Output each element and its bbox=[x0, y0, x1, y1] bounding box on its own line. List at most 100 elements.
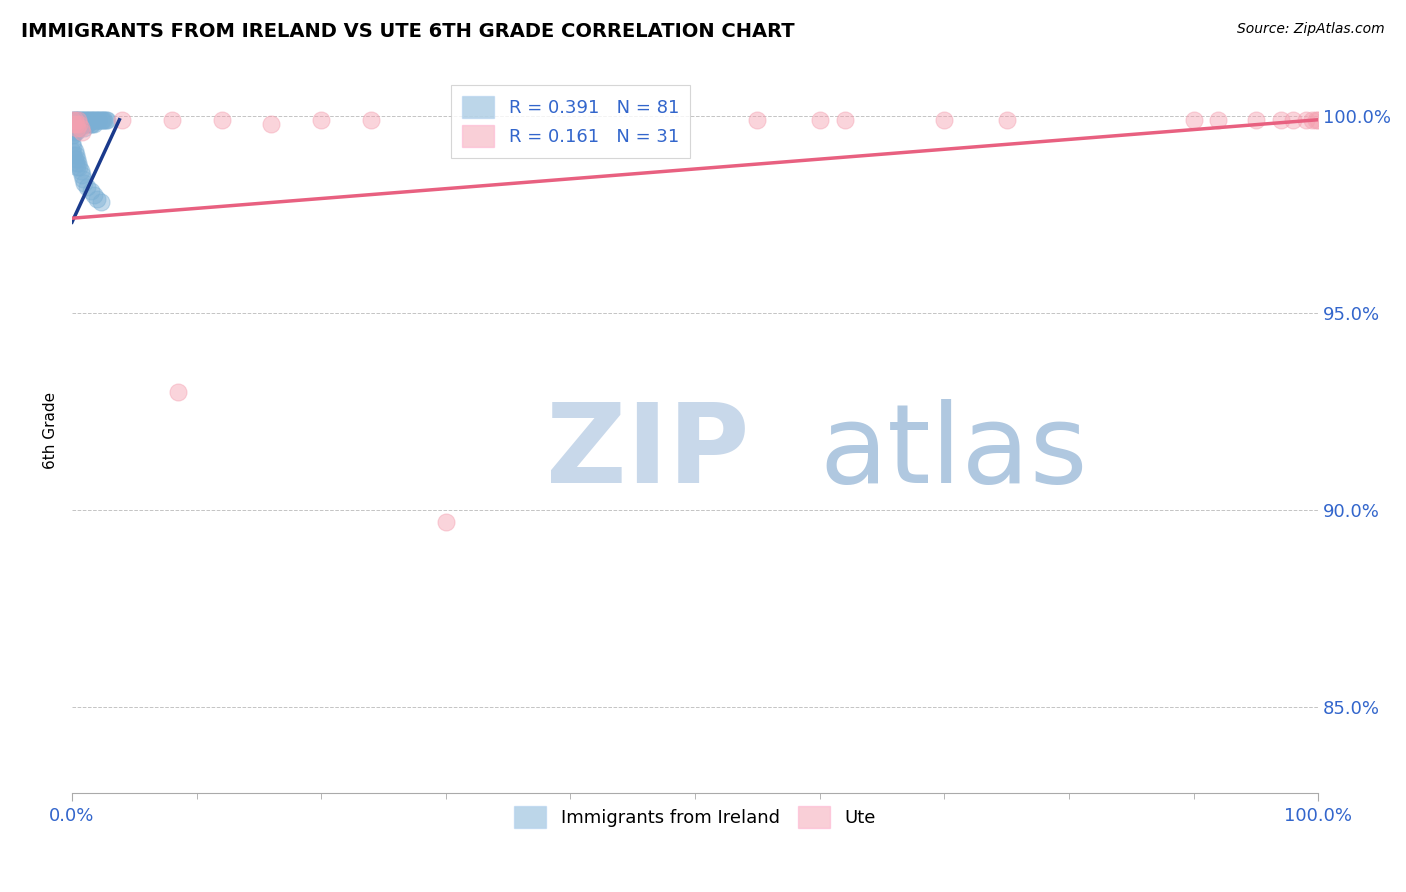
Point bbox=[67, 117, 90, 131]
Point bbox=[62, 124, 84, 138]
Point bbox=[62, 140, 84, 154]
Point bbox=[73, 120, 96, 135]
Point bbox=[86, 112, 108, 127]
Point bbox=[69, 112, 91, 127]
Point bbox=[80, 112, 103, 127]
Point bbox=[80, 117, 103, 131]
Point bbox=[63, 117, 86, 131]
Text: ZIP: ZIP bbox=[546, 400, 749, 506]
Point bbox=[211, 112, 233, 127]
Point bbox=[73, 117, 96, 131]
Point bbox=[995, 112, 1018, 127]
Point bbox=[76, 112, 98, 127]
Point bbox=[63, 112, 86, 127]
Point bbox=[63, 112, 86, 127]
Point bbox=[1270, 112, 1292, 127]
Point bbox=[83, 112, 105, 127]
Point bbox=[73, 112, 96, 127]
Point bbox=[309, 112, 332, 127]
Point bbox=[62, 148, 84, 162]
Point bbox=[67, 120, 90, 135]
Point bbox=[69, 117, 91, 131]
Point bbox=[60, 117, 83, 131]
Point bbox=[834, 112, 856, 127]
Point bbox=[66, 152, 89, 166]
Point bbox=[77, 112, 100, 127]
Point bbox=[91, 112, 114, 127]
Point bbox=[1208, 112, 1230, 127]
Point bbox=[70, 117, 93, 131]
Point bbox=[167, 384, 190, 399]
Point bbox=[69, 117, 91, 131]
Point bbox=[1282, 112, 1305, 127]
Point bbox=[69, 120, 91, 135]
Point bbox=[96, 112, 118, 127]
Point bbox=[86, 192, 108, 206]
Point bbox=[934, 112, 956, 127]
Point bbox=[65, 124, 87, 138]
Point bbox=[76, 179, 98, 194]
Point bbox=[89, 112, 111, 127]
Point bbox=[75, 117, 97, 131]
Point bbox=[65, 120, 87, 135]
Text: atlas: atlas bbox=[820, 400, 1088, 506]
Point bbox=[1308, 112, 1330, 127]
Point bbox=[63, 124, 86, 138]
Point bbox=[62, 112, 84, 127]
Point bbox=[93, 112, 115, 127]
Point bbox=[90, 112, 112, 127]
Point bbox=[66, 117, 89, 131]
Point bbox=[77, 117, 100, 131]
Point bbox=[70, 124, 93, 138]
Point bbox=[94, 112, 117, 127]
Point bbox=[62, 128, 84, 143]
Point bbox=[80, 112, 103, 127]
Point bbox=[65, 117, 87, 131]
Point bbox=[60, 112, 83, 127]
Point bbox=[69, 164, 91, 178]
Point bbox=[62, 117, 84, 131]
Point bbox=[111, 112, 134, 127]
Point bbox=[60, 124, 83, 138]
Point bbox=[63, 120, 86, 135]
Point bbox=[1301, 112, 1323, 127]
Point bbox=[434, 515, 457, 529]
Text: IMMIGRANTS FROM IRELAND VS UTE 6TH GRADE CORRELATION CHART: IMMIGRANTS FROM IRELAND VS UTE 6TH GRADE… bbox=[21, 22, 794, 41]
Point bbox=[60, 112, 83, 127]
Point bbox=[72, 112, 94, 127]
Point bbox=[60, 120, 83, 135]
Point bbox=[73, 176, 96, 190]
Point bbox=[63, 152, 86, 166]
Point bbox=[69, 120, 91, 135]
Point bbox=[60, 136, 83, 151]
Point bbox=[66, 120, 89, 135]
Point bbox=[65, 148, 87, 162]
Point bbox=[70, 112, 93, 127]
Point bbox=[69, 160, 91, 174]
Point bbox=[65, 112, 87, 127]
Point bbox=[67, 156, 90, 170]
Point bbox=[1305, 112, 1327, 127]
Point bbox=[1182, 112, 1205, 127]
Point bbox=[69, 117, 91, 131]
Point bbox=[75, 112, 97, 127]
Point bbox=[808, 112, 831, 127]
Point bbox=[66, 160, 89, 174]
Point bbox=[63, 145, 86, 159]
Point bbox=[72, 117, 94, 131]
Point bbox=[66, 112, 89, 127]
Point bbox=[67, 112, 90, 127]
Point bbox=[82, 112, 104, 127]
Point bbox=[76, 117, 98, 131]
Point bbox=[70, 168, 93, 182]
Point bbox=[747, 112, 769, 127]
Point bbox=[90, 195, 112, 210]
Point bbox=[160, 112, 183, 127]
Point bbox=[67, 112, 90, 127]
Point bbox=[90, 112, 112, 127]
Point bbox=[87, 112, 110, 127]
Text: Source: ZipAtlas.com: Source: ZipAtlas.com bbox=[1237, 22, 1385, 37]
Point bbox=[1295, 112, 1317, 127]
Point bbox=[1244, 112, 1267, 127]
Point bbox=[360, 112, 382, 127]
